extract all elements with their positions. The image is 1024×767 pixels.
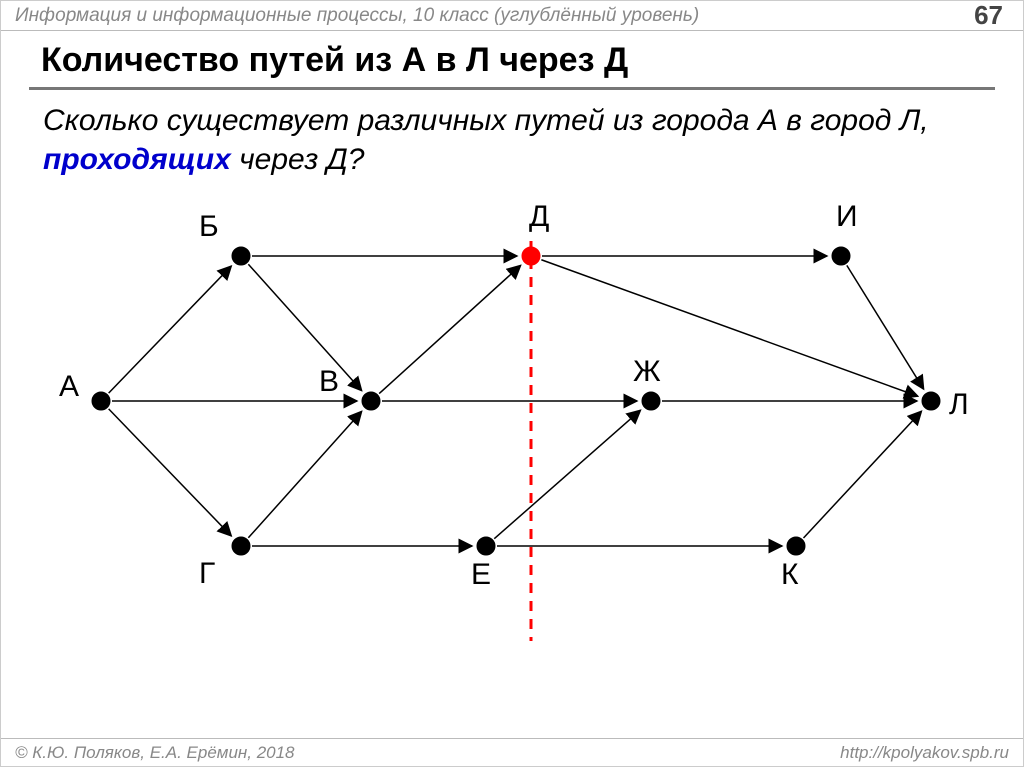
node-label-A: А bbox=[59, 370, 79, 403]
node-B bbox=[232, 247, 250, 265]
edge-A-G bbox=[109, 409, 232, 536]
node-label-B: Б bbox=[199, 210, 219, 243]
page-title: Количество путей из А в Л через Д bbox=[41, 41, 628, 80]
edge-A-B bbox=[109, 266, 232, 393]
node-I bbox=[832, 247, 850, 265]
node-label-K: К bbox=[781, 558, 799, 591]
node-K bbox=[787, 537, 805, 555]
node-label-L: Л bbox=[949, 388, 969, 421]
node-label-ZH: Ж bbox=[633, 355, 661, 388]
edge-G-V bbox=[248, 411, 361, 537]
node-label-G: Г bbox=[199, 557, 215, 590]
node-label-E: Е bbox=[471, 558, 491, 591]
edge-I-L bbox=[847, 265, 924, 389]
node-E bbox=[477, 537, 495, 555]
header-bar: Информация и информационные процессы, 10… bbox=[1, 1, 1023, 31]
edge-K-L bbox=[803, 411, 921, 538]
edge-V-D bbox=[379, 265, 520, 393]
question-post: через Д? bbox=[231, 143, 365, 176]
question-highlight: проходящих bbox=[43, 143, 231, 176]
node-V bbox=[362, 392, 380, 410]
footer-copyright: © К.Ю. Поляков, Е.А. Ерёмин, 2018 bbox=[15, 743, 840, 763]
slide: Информация и информационные процессы, 10… bbox=[0, 0, 1024, 767]
title-underline bbox=[29, 87, 995, 90]
node-label-D: Д bbox=[529, 200, 549, 233]
node-G bbox=[232, 537, 250, 555]
edge-B-V bbox=[248, 264, 361, 390]
path-graph: А Б В Г Д Е Ж И К Л bbox=[41, 191, 985, 651]
node-label-I: И bbox=[836, 200, 858, 233]
edge-D-L bbox=[541, 260, 917, 396]
page-number: 67 bbox=[974, 0, 1003, 31]
edge-E-ZH bbox=[494, 410, 640, 538]
footer-bar: © К.Ю. Поляков, Е.А. Ерёмин, 2018 http:/… bbox=[1, 738, 1023, 766]
node-label-V: В bbox=[319, 365, 339, 398]
question-text: Сколько существует различных путей из го… bbox=[43, 101, 981, 179]
node-A bbox=[92, 392, 110, 410]
question-pre: Сколько существует различных путей из го… bbox=[43, 104, 929, 137]
node-L bbox=[922, 392, 940, 410]
node-ZH bbox=[642, 392, 660, 410]
node-D bbox=[522, 247, 540, 265]
header-breadcrumb: Информация и информационные процессы, 10… bbox=[15, 5, 974, 27]
footer-url: http://kpolyakov.spb.ru bbox=[840, 743, 1009, 763]
